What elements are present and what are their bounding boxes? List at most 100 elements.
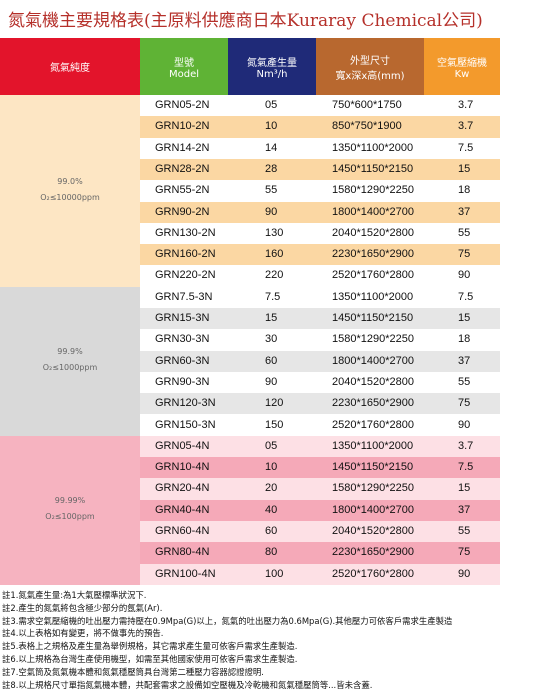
table-cell: 1580*1290*2250 xyxy=(332,482,414,495)
table-cell: 1580*1290*2250 xyxy=(332,184,414,197)
table-cell: 15 xyxy=(458,482,471,495)
table-cell: 05 xyxy=(265,439,278,452)
purity-text: 99.9% xyxy=(57,347,83,357)
table-cell: 90 xyxy=(458,269,471,282)
table-cell: GRN160-2N xyxy=(155,248,216,261)
range-text: O₂≤1000ppm xyxy=(42,363,98,373)
range-text: O₂≤10000ppm xyxy=(40,192,100,202)
row-bg xyxy=(140,542,500,564)
table-cell: 15 xyxy=(265,312,278,324)
table-cell: 37 xyxy=(458,354,471,367)
footnote: 註8.以上規格尺寸單指氮氣機本體，共配套需求之設備如空壓機及冷乾機和氮氣穩壓筒等… xyxy=(2,679,373,690)
table-cell: 2230*1650*2900 xyxy=(332,397,414,410)
table-cell: 28 xyxy=(265,162,278,175)
purity-cell xyxy=(0,435,140,585)
table-cell: GRN90-3N xyxy=(155,375,210,388)
table-cell: 37 xyxy=(458,503,471,516)
table-cell: 90 xyxy=(265,375,278,388)
table-cell: 40 xyxy=(265,503,278,516)
footnote: 註4.以上表格如有變更，將不做事先的預告. xyxy=(2,628,164,639)
table-cell: GRN120-3N xyxy=(155,397,216,410)
table-cell: 150 xyxy=(265,418,284,431)
table-cell: 80 xyxy=(265,546,278,559)
footnote: 註7.空氣筒及氮氣機本體和氮氣穩壓筒具台灣第二種壓力容器認證證明. xyxy=(2,666,264,677)
table-cell: GRN40-4N xyxy=(155,503,210,516)
row-bg xyxy=(140,329,500,351)
header-text: 空氣壓縮機 xyxy=(437,57,487,69)
header-cell: 氮氣產生量 Nm³/h xyxy=(228,38,316,95)
table-cell: 2230*1650*2900 xyxy=(332,546,414,559)
table-cell: GRN55-2N xyxy=(155,184,210,197)
table-cell: GRN130-2N xyxy=(155,226,216,239)
table-cell: 15 xyxy=(458,162,471,175)
table-cell: 05 xyxy=(265,99,278,111)
header-cell: 氮氣純度 xyxy=(0,38,140,95)
table-cell: GRN15-3N xyxy=(155,312,210,324)
row-bg xyxy=(140,116,500,138)
table-cell: 75 xyxy=(458,248,471,261)
table-cell: 10 xyxy=(265,461,278,474)
row-bg xyxy=(140,201,500,223)
table-cell: 90 xyxy=(265,205,278,218)
table-cell: GRN10-4N xyxy=(155,461,210,474)
title: 氮氣機主要規格表(主原料供應商日本Kuraray Chemical公司) xyxy=(8,11,483,31)
table-cell: GRN05-2N xyxy=(155,99,210,111)
table-cell: GRN7.5-3N xyxy=(155,290,213,303)
table-cell: 1350*1100*2000 xyxy=(332,290,414,303)
table-cell: 20 xyxy=(265,482,278,495)
header-text: Nm³/h xyxy=(256,68,288,80)
table-cell: 3.7 xyxy=(458,120,474,133)
table-cell: 3.7 xyxy=(458,439,474,452)
table-cell: GRN90-2N xyxy=(155,205,210,218)
row-bg xyxy=(140,350,500,372)
range-text: O₂≤100ppm xyxy=(45,512,95,522)
table-cell: GRN60-3N xyxy=(155,354,210,367)
table-cell: 7.5 xyxy=(265,290,281,303)
purity-cell xyxy=(0,286,140,436)
row-bg xyxy=(140,137,500,159)
table-cell: GRN30-3N xyxy=(155,333,210,346)
table-cell: 750*600*1750 xyxy=(332,99,402,111)
table-cell: 14 xyxy=(265,141,278,154)
table-cell: 160 xyxy=(265,248,284,261)
row-bg xyxy=(140,521,500,543)
table-cell: 1350*1100*2000 xyxy=(332,439,414,452)
table-cell: 130 xyxy=(265,226,284,239)
row-bg xyxy=(140,222,500,245)
footnote: 註5.表格上之規格及產生量為舉例規格，其它需求產生量可依客戶需求生產製造. xyxy=(2,641,298,652)
row-bg xyxy=(140,499,500,521)
table-cell: 18 xyxy=(458,184,471,197)
table-cell: 2520*1760*2800 xyxy=(332,418,414,431)
table-cell: 1350*1100*2000 xyxy=(332,141,414,154)
table-cell: 7.5 xyxy=(458,461,474,474)
row-bg xyxy=(140,180,500,202)
footnote: 註1.氮氣產生量:為1大氣壓標準狀況下. xyxy=(2,590,147,600)
header-text: Model xyxy=(168,68,200,80)
table-cell: 37 xyxy=(458,205,471,218)
table-cell: 2230*1650*2900 xyxy=(332,248,414,261)
table-cell: GRN60-4N xyxy=(155,525,210,537)
table-cell: GRN10-2N xyxy=(155,120,210,133)
table-cell: 1800*1400*2700 xyxy=(332,205,414,218)
header-text: Kw xyxy=(454,68,470,80)
footnote: 註3.需求空氣壓縮機的吐出壓力需持壓在0.9Mpa(G)以上，氮氣的吐出壓力為0… xyxy=(2,615,453,626)
table-cell: 18 xyxy=(458,333,471,346)
table-cell: 7.5 xyxy=(458,141,474,154)
row-bg xyxy=(140,95,500,117)
header-text: 外型尺寸 xyxy=(350,55,390,67)
table-cell: 2520*1760*2800 xyxy=(332,567,414,580)
table-cell: 10 xyxy=(265,120,278,133)
table-cell: 1800*1400*2700 xyxy=(332,354,414,367)
purity-text: 99.99% xyxy=(54,496,86,506)
table-cell: 1450*1150*2150 xyxy=(332,162,414,175)
table-cell: 3.7 xyxy=(458,99,474,111)
row-bg xyxy=(140,265,500,287)
table-cell: 2040*1520*2800 xyxy=(332,525,414,537)
footnote: 註6.以上規格為台灣生產使用機型，如需至其他國家使用可依客戶需求生產製造. xyxy=(2,654,298,664)
table-cell: 120 xyxy=(265,397,284,410)
header-text: 氮氣純度 xyxy=(50,63,90,74)
footnote: 註2.產生的氮氣將包含極少部分的氬氣(Ar). xyxy=(2,602,163,613)
table-cell: 90 xyxy=(458,418,471,431)
table-cell: GRN20-4N xyxy=(155,482,210,495)
